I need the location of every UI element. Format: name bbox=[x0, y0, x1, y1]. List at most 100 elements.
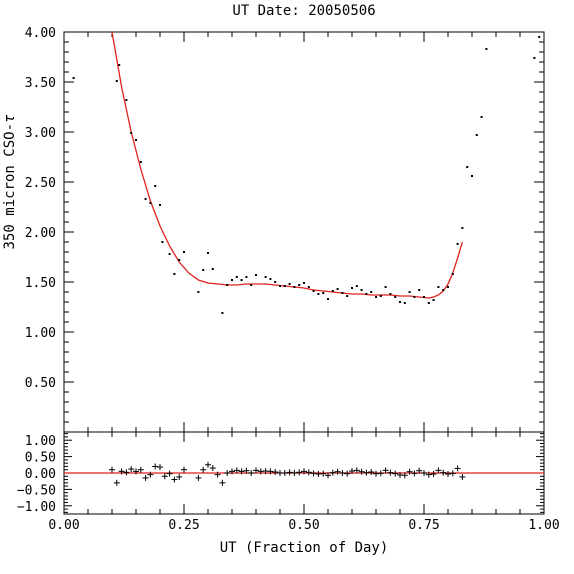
data-point bbox=[346, 295, 349, 297]
residual-point bbox=[128, 466, 135, 473]
data-point bbox=[264, 276, 267, 278]
data-point bbox=[480, 116, 483, 118]
data-point bbox=[336, 288, 339, 290]
data-point bbox=[341, 292, 344, 294]
data-point bbox=[442, 289, 445, 291]
data-point bbox=[403, 302, 406, 304]
residual-tick-label: −1.00 bbox=[17, 500, 56, 515]
data-point bbox=[202, 269, 205, 271]
data-point bbox=[161, 241, 164, 243]
residual-point bbox=[387, 469, 394, 476]
y-tick-label: 1.50 bbox=[25, 276, 56, 291]
residual-point bbox=[368, 469, 375, 476]
data-point bbox=[245, 276, 248, 278]
data-point bbox=[130, 132, 133, 134]
residual-tick-label: −0.50 bbox=[17, 483, 56, 498]
residual-point bbox=[392, 470, 399, 477]
data-point bbox=[115, 80, 118, 82]
y-tick-label: 4.00 bbox=[25, 26, 56, 41]
y-tick-label: 0.50 bbox=[25, 376, 56, 391]
residual-point bbox=[406, 468, 413, 475]
data-point bbox=[149, 202, 152, 204]
data-point bbox=[394, 296, 397, 298]
y-tick-label: 3.50 bbox=[25, 76, 56, 91]
data-point bbox=[144, 198, 147, 200]
data-point bbox=[154, 185, 157, 187]
data-point bbox=[279, 285, 281, 287]
residual-point bbox=[137, 466, 144, 473]
data-point bbox=[207, 252, 209, 254]
residual-point bbox=[325, 472, 331, 479]
data-point bbox=[221, 312, 224, 314]
data-point bbox=[466, 166, 469, 168]
data-point bbox=[159, 204, 161, 206]
residual-point bbox=[334, 468, 341, 475]
residual-point bbox=[267, 468, 274, 475]
residual-point bbox=[123, 469, 130, 476]
x-tick-label: 0.75 bbox=[408, 518, 439, 533]
data-point bbox=[533, 57, 536, 59]
data-point bbox=[451, 273, 454, 275]
data-point bbox=[461, 227, 464, 229]
residual-point bbox=[238, 468, 245, 475]
residual-point bbox=[205, 461, 211, 468]
data-point bbox=[379, 295, 382, 297]
y-axis-label-text: 350 micron CSO- bbox=[2, 123, 18, 249]
data-point bbox=[235, 276, 238, 278]
residual-point bbox=[353, 467, 360, 474]
residual-point bbox=[253, 467, 259, 474]
y-tick-label: 1.00 bbox=[25, 326, 56, 341]
residual-point bbox=[113, 479, 120, 486]
data-point bbox=[475, 134, 478, 136]
data-point bbox=[437, 286, 440, 288]
data-point bbox=[269, 278, 272, 280]
y-tick-label: 3.00 bbox=[25, 126, 56, 141]
data-point bbox=[118, 64, 121, 66]
residual-point bbox=[219, 479, 226, 486]
residual-tick-label: 0.00 bbox=[25, 467, 56, 482]
residual-point bbox=[363, 469, 370, 476]
residual-point bbox=[310, 470, 317, 477]
data-point bbox=[72, 77, 75, 79]
data-point bbox=[418, 289, 421, 291]
data-point bbox=[360, 289, 363, 291]
data-point bbox=[197, 291, 200, 293]
x-tick-label: 1.00 bbox=[528, 518, 559, 533]
residual-point bbox=[161, 473, 168, 480]
residual-tick-label: 1.00 bbox=[25, 434, 56, 449]
y-axis-label: 350 micron CSO-τ bbox=[2, 114, 18, 249]
residual-point bbox=[171, 476, 178, 483]
residual-point bbox=[248, 470, 255, 476]
residual-point bbox=[118, 468, 125, 475]
data-point bbox=[255, 274, 257, 276]
data-point bbox=[456, 243, 459, 245]
data-point bbox=[226, 284, 229, 286]
data-point bbox=[183, 251, 185, 253]
residual-point bbox=[416, 467, 423, 474]
data-point bbox=[288, 283, 291, 285]
residual-point bbox=[320, 470, 327, 477]
fit-line-group bbox=[111, 31, 464, 299]
residual-point bbox=[296, 469, 303, 476]
residual-point bbox=[272, 469, 279, 476]
data-point bbox=[283, 285, 286, 287]
residual-tick-label: 0.50 bbox=[25, 451, 56, 466]
residual-point bbox=[411, 470, 418, 477]
data-point bbox=[389, 293, 392, 295]
data-point bbox=[173, 273, 176, 275]
x-tick-label: 0.25 bbox=[168, 518, 199, 533]
residual-point bbox=[382, 467, 389, 474]
data-point bbox=[408, 291, 411, 293]
data-point bbox=[125, 99, 128, 101]
residual-point bbox=[377, 470, 384, 477]
residual-point bbox=[291, 470, 298, 476]
residual-point bbox=[305, 469, 312, 476]
data-point bbox=[447, 286, 449, 288]
residual-point bbox=[133, 468, 139, 475]
residual-point bbox=[214, 471, 221, 478]
residual-point bbox=[281, 470, 288, 476]
data-point bbox=[427, 302, 430, 304]
data-point bbox=[370, 291, 373, 293]
residual-point bbox=[430, 470, 437, 477]
axis-ticks bbox=[63, 31, 545, 514]
